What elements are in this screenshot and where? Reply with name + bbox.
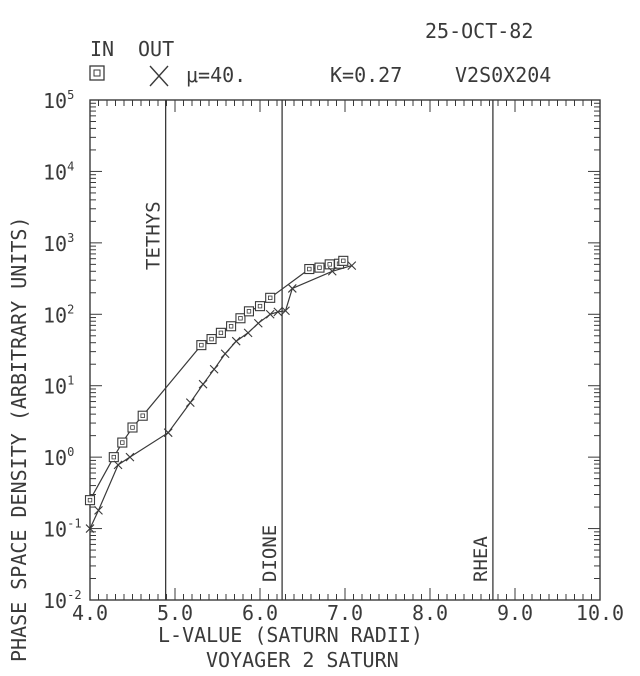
x-tick-label: 4.0 bbox=[72, 601, 108, 625]
data-point-out bbox=[163, 428, 173, 438]
y-tick-label: 100 bbox=[43, 445, 74, 470]
legend-in-label: IN bbox=[90, 37, 114, 61]
x-axis-label: L-VALUE (SATURN RADII) bbox=[158, 623, 423, 647]
data-point-in bbox=[117, 437, 128, 448]
data-point-out bbox=[198, 379, 208, 389]
y-tick-label: 10-1 bbox=[43, 517, 82, 542]
data-point-out bbox=[243, 328, 253, 338]
y-tick-label: 10-2 bbox=[43, 588, 82, 613]
footer-label: VOYAGER 2 SATURN bbox=[206, 648, 399, 672]
data-point-out bbox=[231, 336, 241, 346]
x-tick-label: 8.0 bbox=[412, 601, 448, 625]
x-tick-label: 9.0 bbox=[497, 601, 533, 625]
data-point-in bbox=[314, 262, 325, 273]
data-series bbox=[84, 255, 357, 533]
data-point-out bbox=[273, 307, 283, 317]
data-point-in bbox=[235, 313, 246, 324]
data-point-out bbox=[220, 349, 230, 359]
moon-lines: TETHYS DIONE RHEA bbox=[143, 100, 494, 600]
y-tick-labels: 10-2 10-1 100 101 102 103 104 105 bbox=[43, 88, 82, 613]
data-point-in bbox=[206, 334, 217, 345]
data-point-out bbox=[281, 306, 290, 316]
data-point-out bbox=[125, 452, 135, 462]
x-tick-label: 5.0 bbox=[157, 601, 193, 625]
legend-out-label: OUT bbox=[138, 37, 174, 61]
data-point-in bbox=[84, 495, 96, 506]
y-tick-label: 102 bbox=[43, 302, 74, 327]
legend-square-marker bbox=[89, 65, 105, 81]
x-tick-label: 10.0 bbox=[576, 601, 624, 625]
moon-label-rhea: RHEA bbox=[470, 536, 492, 582]
data-point-out bbox=[265, 309, 275, 319]
y-tick-label: 101 bbox=[43, 374, 74, 399]
data-point-in bbox=[108, 452, 119, 463]
chart-date: 25-OCT-82 bbox=[425, 19, 533, 43]
legend-mu-text: μ=40. bbox=[186, 63, 246, 87]
data-point-in bbox=[254, 301, 266, 312]
data-point-out bbox=[253, 318, 263, 328]
data-point-in bbox=[226, 321, 237, 332]
x-tick-label: 6.0 bbox=[242, 601, 278, 625]
data-point-in bbox=[215, 327, 226, 338]
data-point-out bbox=[185, 398, 195, 408]
data-point-in bbox=[127, 422, 138, 433]
data-point-out bbox=[347, 261, 357, 271]
legend-cross-marker bbox=[149, 65, 169, 87]
dataset-id-text: V2S0X204 bbox=[455, 63, 551, 87]
data-point-in bbox=[265, 292, 276, 303]
axis-ticks bbox=[89, 99, 601, 601]
moon-label-tethys: TETHYS bbox=[143, 201, 165, 270]
y-tick-label: 103 bbox=[43, 231, 74, 256]
series-line-in bbox=[89, 260, 344, 501]
y-axis-label: PHASE SPACE DENSITY (ARBITRARY UNITS) bbox=[7, 216, 31, 662]
data-point-out bbox=[287, 284, 297, 293]
series-line-out bbox=[89, 265, 352, 529]
x-tick-labels: 4.0 5.0 6.0 7.0 8.0 9.0 10.0 bbox=[72, 601, 624, 625]
k-value-text: K=0.27 bbox=[330, 63, 402, 87]
data-point-out bbox=[85, 524, 95, 533]
moon-label-dione: DIONE bbox=[259, 525, 281, 582]
x-tick-label: 7.0 bbox=[327, 601, 363, 625]
data-point-out bbox=[113, 460, 123, 470]
data-point-in bbox=[304, 263, 315, 275]
data-point-out bbox=[327, 266, 337, 276]
data-point-in bbox=[338, 255, 349, 266]
data-point-in bbox=[243, 306, 254, 317]
y-tick-label: 104 bbox=[43, 159, 74, 184]
data-point-in bbox=[324, 259, 335, 270]
data-point-in bbox=[196, 340, 207, 351]
plot-frame bbox=[89, 99, 601, 601]
data-point-out bbox=[94, 505, 103, 515]
data-point-out bbox=[209, 364, 219, 374]
data-point-in bbox=[137, 410, 148, 421]
y-tick-label: 105 bbox=[43, 88, 74, 113]
